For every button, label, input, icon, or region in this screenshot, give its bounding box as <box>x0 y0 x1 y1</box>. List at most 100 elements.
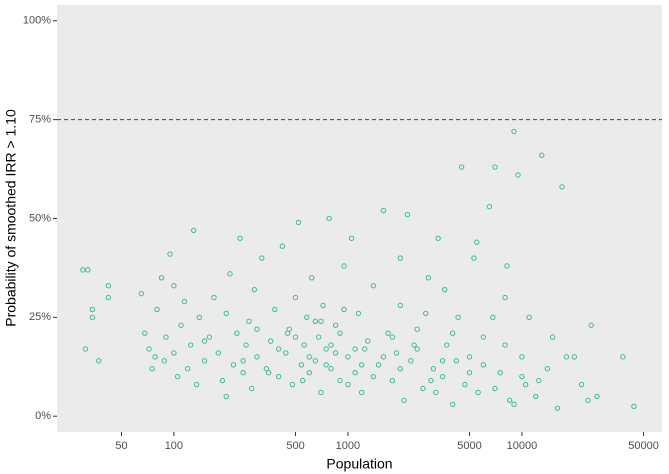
point <box>511 401 517 408</box>
point <box>539 152 545 158</box>
point <box>240 369 246 376</box>
y-tick-label: 100% <box>23 15 51 27</box>
point <box>230 362 237 368</box>
point <box>504 263 510 269</box>
point <box>631 403 637 410</box>
point <box>152 354 158 360</box>
point <box>471 255 477 261</box>
point <box>492 385 498 392</box>
point <box>571 354 578 360</box>
point <box>506 397 513 404</box>
point <box>414 326 420 332</box>
point <box>254 326 260 332</box>
point <box>466 369 473 376</box>
point <box>328 366 334 372</box>
point <box>444 342 450 348</box>
point <box>154 306 160 313</box>
point <box>497 369 503 376</box>
point <box>318 318 324 324</box>
point <box>404 211 411 218</box>
point <box>380 354 387 360</box>
point <box>563 354 570 360</box>
point <box>474 239 480 245</box>
point <box>522 381 529 388</box>
point <box>201 338 208 344</box>
point <box>234 330 240 336</box>
point <box>163 334 169 340</box>
y-tick-label: 50% <box>29 212 51 224</box>
x-tick-label: 50 <box>115 440 127 452</box>
point <box>174 373 181 380</box>
point <box>408 358 414 364</box>
point <box>312 318 319 324</box>
point <box>237 235 243 241</box>
point <box>536 377 542 384</box>
x-tick-label: 50000 <box>628 440 659 452</box>
point <box>355 310 362 317</box>
point <box>272 306 278 313</box>
point <box>352 369 358 376</box>
point <box>332 322 339 328</box>
point <box>219 377 226 384</box>
point <box>138 290 145 297</box>
point <box>345 381 351 388</box>
point <box>620 354 626 360</box>
point <box>490 314 496 321</box>
point <box>295 219 302 226</box>
point <box>161 358 167 364</box>
point <box>323 346 329 352</box>
point <box>223 310 229 317</box>
point <box>283 350 289 356</box>
point <box>348 235 355 241</box>
point <box>453 358 460 364</box>
point <box>397 302 403 309</box>
point <box>370 373 377 380</box>
point <box>243 342 249 348</box>
point <box>89 306 96 313</box>
point <box>544 366 551 372</box>
x-tick-label: 10000 <box>507 440 538 452</box>
point <box>442 286 448 293</box>
point <box>149 366 155 372</box>
y-axis-title: Probability of smoothed IRR > 1.10 <box>3 109 19 327</box>
point <box>486 203 493 210</box>
point <box>306 369 313 376</box>
point <box>146 346 152 352</box>
point <box>519 373 525 380</box>
point <box>201 358 208 364</box>
point <box>397 255 403 261</box>
point <box>492 164 498 170</box>
point <box>435 235 441 241</box>
point <box>301 342 307 348</box>
point <box>341 306 347 313</box>
point <box>82 346 89 352</box>
point <box>206 334 213 340</box>
point <box>362 346 368 352</box>
point <box>449 401 456 408</box>
point <box>559 184 565 190</box>
point <box>328 342 334 348</box>
point <box>85 267 91 273</box>
point <box>515 172 521 178</box>
point <box>549 334 556 340</box>
point <box>380 207 387 214</box>
x-tick-label: 500 <box>286 440 304 452</box>
point <box>439 358 446 364</box>
point <box>511 128 517 135</box>
point <box>385 330 391 336</box>
point <box>578 381 585 388</box>
point <box>393 350 400 356</box>
point <box>267 338 274 344</box>
point <box>502 294 508 301</box>
point <box>279 243 286 249</box>
point <box>420 385 426 392</box>
point <box>275 346 282 352</box>
point <box>184 366 191 372</box>
point <box>411 342 417 348</box>
point <box>89 314 96 321</box>
y-tick-label: 25% <box>29 311 51 323</box>
point <box>588 322 594 328</box>
point <box>251 286 258 293</box>
point <box>594 393 600 400</box>
point <box>370 283 377 289</box>
